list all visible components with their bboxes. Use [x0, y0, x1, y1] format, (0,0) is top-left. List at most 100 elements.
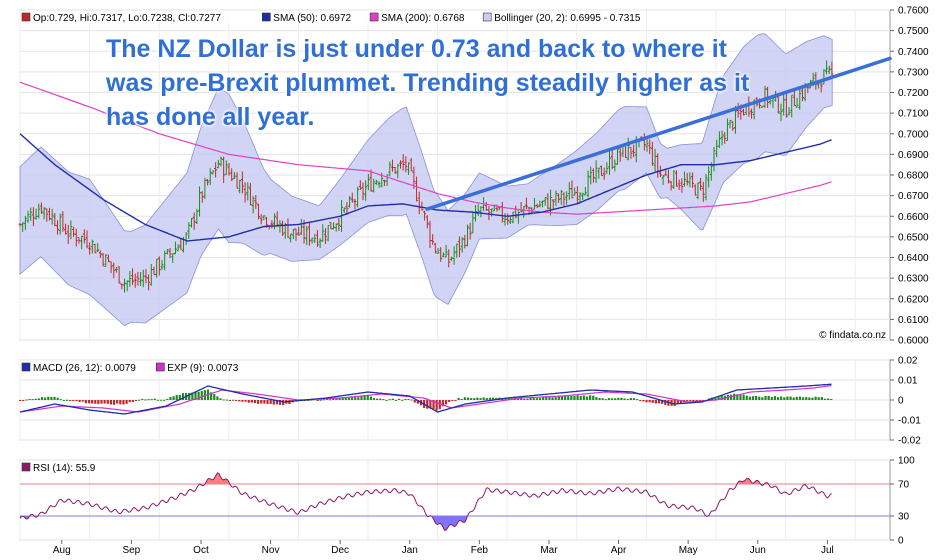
- macd-histogram-bar: [526, 398, 529, 400]
- macd-histogram-bar: [241, 400, 244, 402]
- macd-histogram-bar: [429, 400, 432, 409]
- macd-histogram-bar: [159, 399, 163, 401]
- macd-histogram-bar: [360, 395, 363, 400]
- macd-histogram-bar: [545, 396, 548, 400]
- macd-histogram-bar: [28, 399, 31, 401]
- macd-histogram-bar: [795, 396, 798, 400]
- macd-histogram-bar: [156, 399, 160, 401]
- macd-histogram-bar: [278, 400, 282, 405]
- macd-histogram-bar: [786, 396, 789, 400]
- macd-histogram-bar: [585, 396, 589, 400]
- legend-label: EXP (9): 0.0073: [167, 363, 238, 374]
- x-tick-label: Jan: [402, 545, 418, 556]
- legend-label: SMA (50): 0.6972: [273, 13, 351, 24]
- macd-histogram-bar: [238, 400, 241, 402]
- macd-histogram-bar: [729, 394, 733, 400]
- macd-histogram-bar: [106, 400, 109, 404]
- x-tick-label: Feb: [471, 545, 489, 556]
- macd-histogram-bar: [827, 398, 830, 400]
- legend-label: SMA (200): 0.6768: [381, 13, 465, 24]
- macd-histogram-bar: [134, 400, 138, 401]
- macd-histogram-bar: [567, 396, 570, 400]
- macd-histogram-bar: [175, 395, 178, 400]
- macd-histogram-bar: [557, 395, 560, 400]
- macd-histogram-bar: [817, 397, 820, 400]
- price-tick-label: 0.6300: [898, 274, 929, 285]
- legend-label: RSI (14): 55.9: [33, 463, 96, 474]
- macd-histogram-bar: [739, 395, 742, 400]
- macd-tick-label: -0.01: [898, 416, 921, 427]
- exp-line: [19, 384, 832, 413]
- macd-histogram-bar: [50, 396, 53, 400]
- macd-histogram-bar: [604, 399, 607, 401]
- macd-histogram-bar: [231, 399, 235, 401]
- macd-histogram-bar: [269, 400, 272, 404]
- macd-histogram-bar: [335, 398, 338, 400]
- macd-histogram-bar: [748, 396, 751, 400]
- macd-histogram-bar: [582, 395, 585, 400]
- macd-histogram-bar: [357, 397, 360, 400]
- macd-histogram-bar: [679, 400, 683, 404]
- macd-histogram-bar: [319, 399, 322, 401]
- macd-histogram-bar: [535, 398, 538, 400]
- macd-histogram-bar: [698, 400, 701, 401]
- macd-histogram-bar: [733, 393, 736, 400]
- macd-histogram-bar: [438, 400, 441, 410]
- macd-histogram-bar: [607, 398, 611, 400]
- macd-histogram-bar: [573, 395, 576, 400]
- macd-histogram-bar: [661, 400, 664, 404]
- macd-histogram-bar: [454, 400, 457, 401]
- macd-histogram-bar: [169, 397, 172, 400]
- macd-histogram-bar: [617, 397, 620, 400]
- macd-histogram-bar: [435, 400, 438, 411]
- x-tick-label: May: [679, 545, 698, 556]
- macd-histogram-bar: [119, 400, 122, 405]
- macd-histogram-bar: [188, 392, 191, 400]
- macd-histogram-bar: [457, 398, 460, 400]
- price-tick-label: 0.7000: [898, 129, 929, 140]
- macd-histogram-bar: [692, 400, 695, 402]
- macd-histogram-bar: [37, 398, 40, 400]
- rsi-tick-label: 30: [898, 512, 910, 523]
- macd-histogram-bar: [341, 397, 344, 400]
- macd-histogram-bar: [62, 399, 66, 401]
- rsi-tick-label: 70: [898, 480, 910, 491]
- macd-histogram-bar: [366, 395, 369, 400]
- macd-histogram-bar: [776, 397, 780, 400]
- legend-swatch: [482, 12, 492, 22]
- macd-histogram-bar: [476, 397, 479, 400]
- macd-histogram-bar: [451, 400, 454, 401]
- macd-histogram-bar: [344, 397, 347, 400]
- macd-histogram-bar: [482, 397, 485, 400]
- macd-histogram-bar: [210, 392, 213, 400]
- x-tick-label: Nov: [262, 545, 280, 556]
- macd-histogram-bar: [563, 395, 567, 400]
- macd-histogram-bar: [798, 396, 802, 400]
- legend-label: MACD (26, 12): 0.0079: [33, 363, 136, 374]
- rsi-frame: [19, 459, 891, 541]
- macd-histogram-bar: [742, 394, 745, 400]
- macd-histogram-bar: [310, 399, 313, 401]
- macd-histogram-bar: [783, 397, 786, 400]
- macd-histogram-bar: [654, 400, 657, 404]
- macd-histogram-bar: [272, 400, 275, 405]
- macd-histogram-bar: [761, 397, 764, 400]
- macd-tick-label: 0: [898, 396, 904, 407]
- macd-histogram-bar: [579, 395, 582, 400]
- x-tick-label: Sep: [122, 545, 140, 556]
- macd-histogram-bar: [636, 399, 639, 401]
- legend-swatch: [21, 362, 31, 372]
- legend-swatch: [21, 12, 31, 22]
- macd-histogram-bar: [629, 398, 632, 400]
- macd-histogram-bar: [470, 398, 473, 400]
- macd-histogram-bar: [520, 397, 523, 400]
- macd-histogram-bar: [219, 398, 222, 400]
- macd-histogram-bar: [329, 399, 332, 401]
- price-tick-label: 0.6400: [898, 253, 929, 264]
- macd-histogram-bar: [56, 397, 59, 400]
- macd-histogram-bar: [626, 399, 629, 401]
- macd-histogram-bar: [81, 400, 84, 402]
- price-tick-label: 0.6100: [898, 315, 929, 326]
- macd-histogram-bar: [639, 400, 642, 401]
- macd-histogram-bar: [689, 400, 692, 401]
